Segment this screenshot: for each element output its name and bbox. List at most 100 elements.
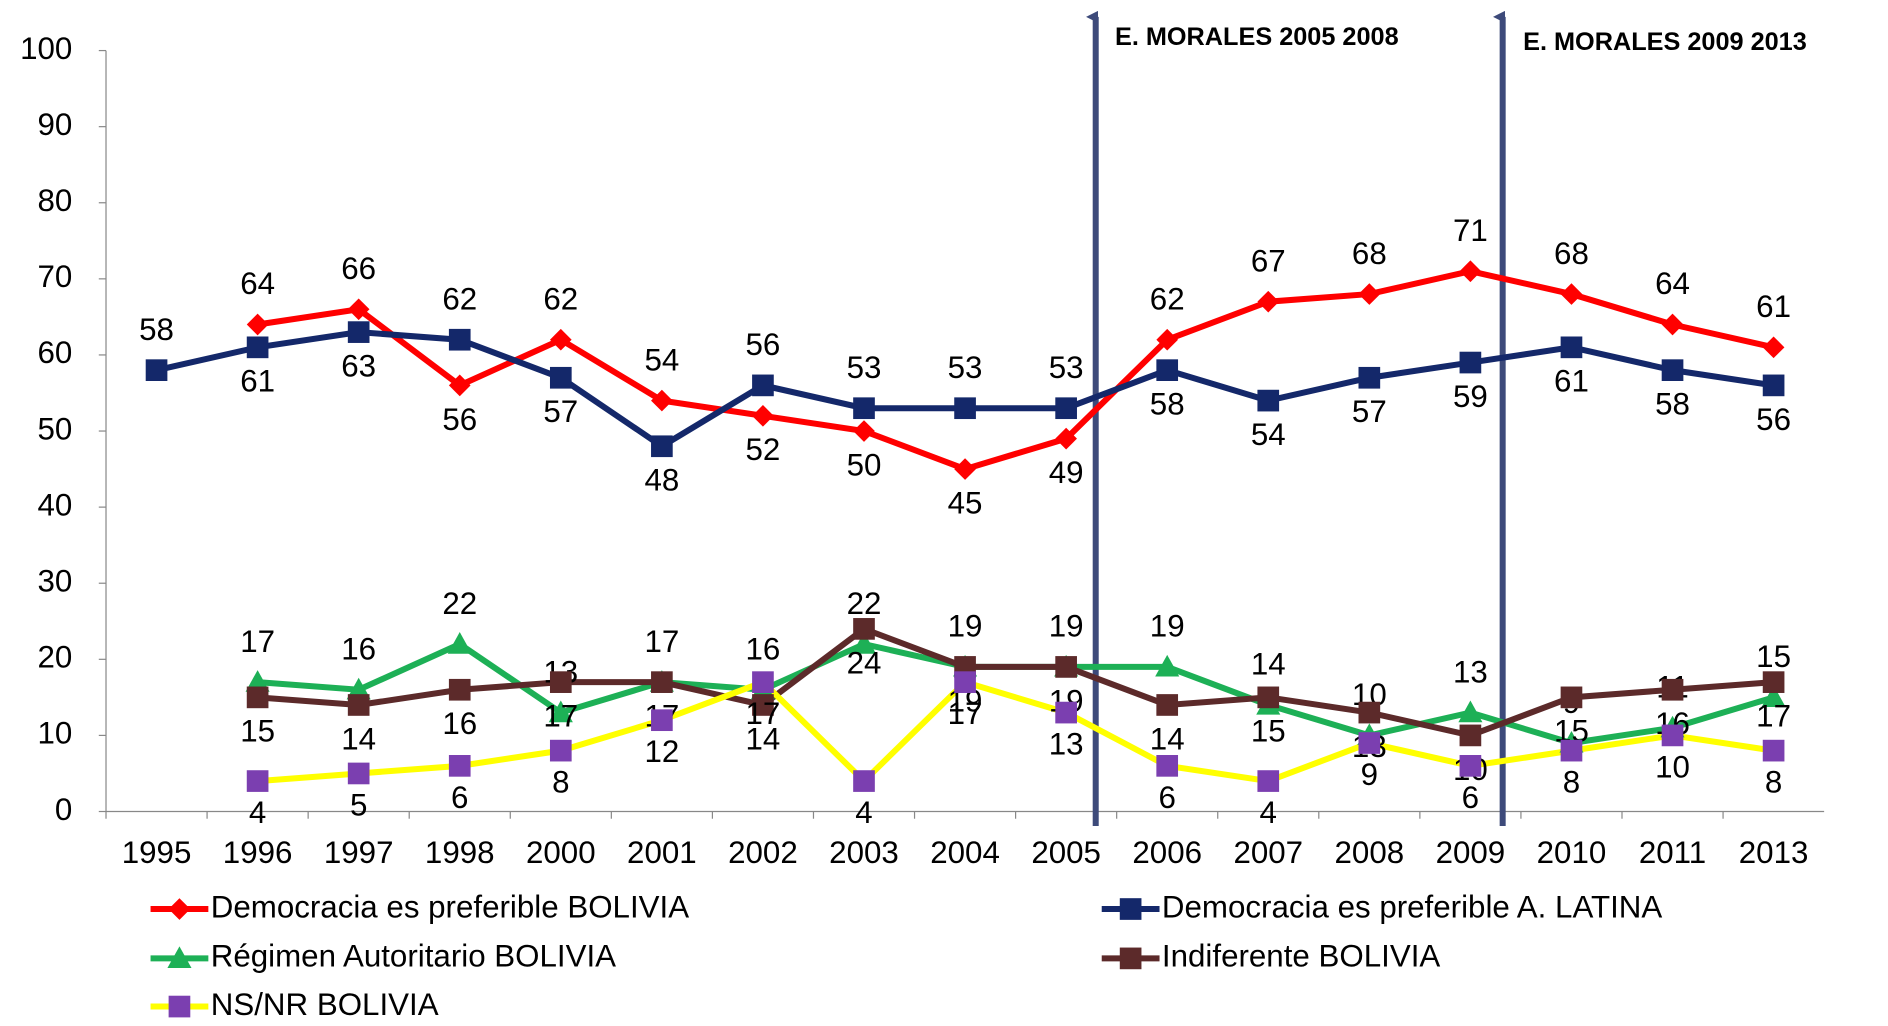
value-label: 17 bbox=[746, 696, 781, 731]
marker bbox=[651, 709, 673, 731]
marker bbox=[348, 321, 370, 343]
marker bbox=[651, 671, 673, 693]
value-label: 62 bbox=[543, 281, 578, 316]
value-label: 62 bbox=[442, 281, 477, 316]
y-tick-label: 70 bbox=[37, 259, 72, 294]
value-label: 66 bbox=[341, 251, 376, 286]
x-tick-label: 2005 bbox=[1031, 835, 1101, 870]
value-label: 67 bbox=[1251, 243, 1286, 278]
value-label: 17 bbox=[543, 699, 578, 734]
marker bbox=[853, 420, 875, 442]
marker bbox=[550, 367, 572, 389]
value-label: 10 bbox=[1655, 749, 1690, 784]
value-label: 58 bbox=[1655, 387, 1690, 422]
marker bbox=[1257, 770, 1279, 792]
value-label: 61 bbox=[1554, 364, 1589, 399]
marker bbox=[1055, 702, 1077, 724]
value-label: 61 bbox=[240, 364, 275, 399]
value-label: 16 bbox=[746, 631, 781, 666]
marker bbox=[1358, 702, 1380, 724]
marker bbox=[1561, 283, 1583, 305]
marker bbox=[1460, 352, 1482, 374]
marker bbox=[1561, 740, 1583, 762]
value-label: 58 bbox=[139, 312, 174, 347]
series-line bbox=[258, 682, 1774, 781]
x-tick-label: 2008 bbox=[1335, 835, 1405, 870]
marker bbox=[752, 671, 774, 693]
marker bbox=[1120, 898, 1142, 920]
marker bbox=[1458, 701, 1482, 723]
marker bbox=[1662, 359, 1684, 381]
annotation: E. MORALES 2009 2013 bbox=[1523, 28, 1807, 56]
value-label: 16 bbox=[442, 706, 477, 741]
marker bbox=[1460, 260, 1482, 282]
marker bbox=[752, 405, 774, 427]
legend-label: Régimen Autoritario BOLIVIA bbox=[211, 939, 616, 974]
marker bbox=[954, 671, 976, 693]
value-label: 57 bbox=[1352, 394, 1387, 429]
value-label: 24 bbox=[847, 645, 882, 680]
marker bbox=[1257, 291, 1279, 313]
y-tick-label: 60 bbox=[37, 335, 72, 370]
marker bbox=[954, 397, 976, 419]
value-label: 6 bbox=[1158, 780, 1175, 815]
marker bbox=[169, 996, 191, 1018]
value-label: 58 bbox=[1150, 387, 1185, 422]
x-tick-label: 2001 bbox=[627, 835, 697, 870]
value-label: 5 bbox=[350, 787, 367, 822]
legend-label: Democracia es preferible BOLIVIA bbox=[211, 889, 689, 924]
value-label: 4 bbox=[249, 795, 266, 830]
value-label: 63 bbox=[341, 348, 376, 383]
value-label: 19 bbox=[1150, 609, 1185, 644]
value-label: 4 bbox=[855, 795, 872, 830]
marker bbox=[169, 898, 191, 920]
value-label: 14 bbox=[1150, 721, 1185, 756]
marker bbox=[1662, 314, 1684, 336]
marker bbox=[1358, 283, 1380, 305]
value-label: 64 bbox=[1655, 266, 1690, 301]
x-tick-label: 2007 bbox=[1233, 835, 1303, 870]
marker bbox=[1358, 732, 1380, 754]
value-label: 15 bbox=[1251, 714, 1286, 749]
y-tick-label: 30 bbox=[37, 563, 72, 598]
x-tick-label: 2009 bbox=[1436, 835, 1506, 870]
x-tick-label: 2003 bbox=[829, 835, 899, 870]
marker bbox=[1358, 367, 1380, 389]
x-tick-label: 2004 bbox=[930, 835, 1000, 870]
series-line bbox=[258, 629, 1774, 736]
marker bbox=[247, 336, 269, 358]
y-tick-label: 10 bbox=[37, 716, 72, 751]
value-label: 19 bbox=[948, 609, 983, 644]
x-tick-label: 2011 bbox=[1639, 835, 1706, 870]
value-label: 8 bbox=[1765, 765, 1782, 800]
value-label: 45 bbox=[948, 485, 983, 520]
value-label: 15 bbox=[240, 714, 275, 749]
y-tick-label: 80 bbox=[37, 183, 72, 218]
value-label: 52 bbox=[746, 432, 781, 467]
marker bbox=[1460, 755, 1482, 777]
x-tick-label: 2010 bbox=[1537, 835, 1607, 870]
value-label: 17 bbox=[948, 696, 983, 731]
legend-label: Democracia es preferible A. LATINA bbox=[1162, 889, 1662, 924]
marker bbox=[651, 435, 673, 457]
y-tick-label: 90 bbox=[37, 107, 72, 142]
value-label: 61 bbox=[1756, 289, 1791, 324]
marker bbox=[1257, 687, 1279, 709]
value-label: 50 bbox=[847, 447, 882, 482]
x-tick-label: 2006 bbox=[1132, 835, 1202, 870]
value-label: 57 bbox=[543, 394, 578, 429]
marker bbox=[550, 740, 572, 762]
marker bbox=[348, 763, 370, 785]
marker bbox=[1561, 336, 1583, 358]
marker bbox=[954, 458, 976, 480]
marker bbox=[853, 618, 875, 640]
marker bbox=[1763, 336, 1785, 358]
value-label: 53 bbox=[948, 350, 983, 385]
marker bbox=[1460, 725, 1482, 747]
value-label: 22 bbox=[442, 586, 477, 621]
marker bbox=[1763, 671, 1785, 693]
marker bbox=[1763, 375, 1785, 397]
marker bbox=[550, 671, 572, 693]
value-label: 4 bbox=[1260, 795, 1277, 830]
value-label: 13 bbox=[1453, 654, 1488, 689]
